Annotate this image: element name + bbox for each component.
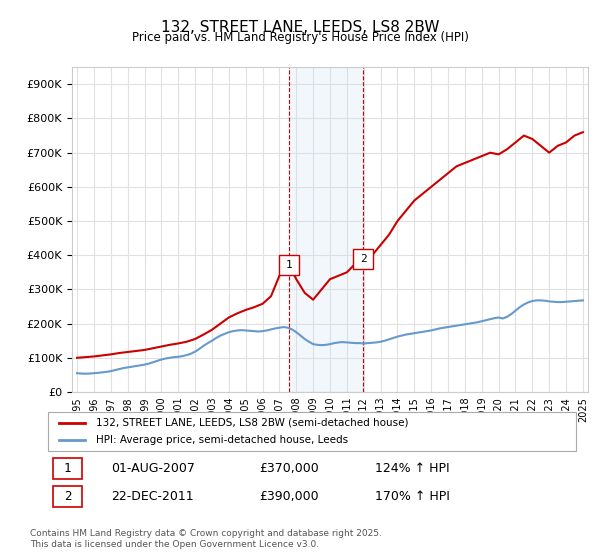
Text: HPI: Average price, semi-detached house, Leeds: HPI: Average price, semi-detached house,… (95, 435, 347, 445)
Text: £370,000: £370,000 (259, 461, 319, 475)
Text: 124% ↑ HPI: 124% ↑ HPI (376, 461, 450, 475)
Text: 132, STREET LANE, LEEDS, LS8 2BW: 132, STREET LANE, LEEDS, LS8 2BW (161, 20, 439, 35)
FancyBboxPatch shape (53, 486, 82, 507)
Bar (289, 67, 363, 392)
Text: 01-AUG-2007: 01-AUG-2007 (112, 461, 195, 475)
Text: Contains HM Land Registry data © Crown copyright and database right 2025.
This d: Contains HM Land Registry data © Crown c… (30, 529, 382, 549)
FancyBboxPatch shape (48, 412, 576, 451)
Text: 170% ↑ HPI: 170% ↑ HPI (376, 489, 450, 503)
Text: 2: 2 (64, 489, 71, 503)
FancyBboxPatch shape (53, 458, 82, 479)
Text: £390,000: £390,000 (259, 489, 319, 503)
Text: 132, STREET LANE, LEEDS, LS8 2BW (semi-detached house): 132, STREET LANE, LEEDS, LS8 2BW (semi-d… (95, 418, 408, 428)
Text: 1: 1 (64, 461, 71, 475)
Text: Price paid vs. HM Land Registry's House Price Index (HPI): Price paid vs. HM Land Registry's House … (131, 31, 469, 44)
Text: 22-DEC-2011: 22-DEC-2011 (112, 489, 194, 503)
Text: 1: 1 (286, 260, 293, 270)
Text: 2: 2 (360, 254, 367, 264)
